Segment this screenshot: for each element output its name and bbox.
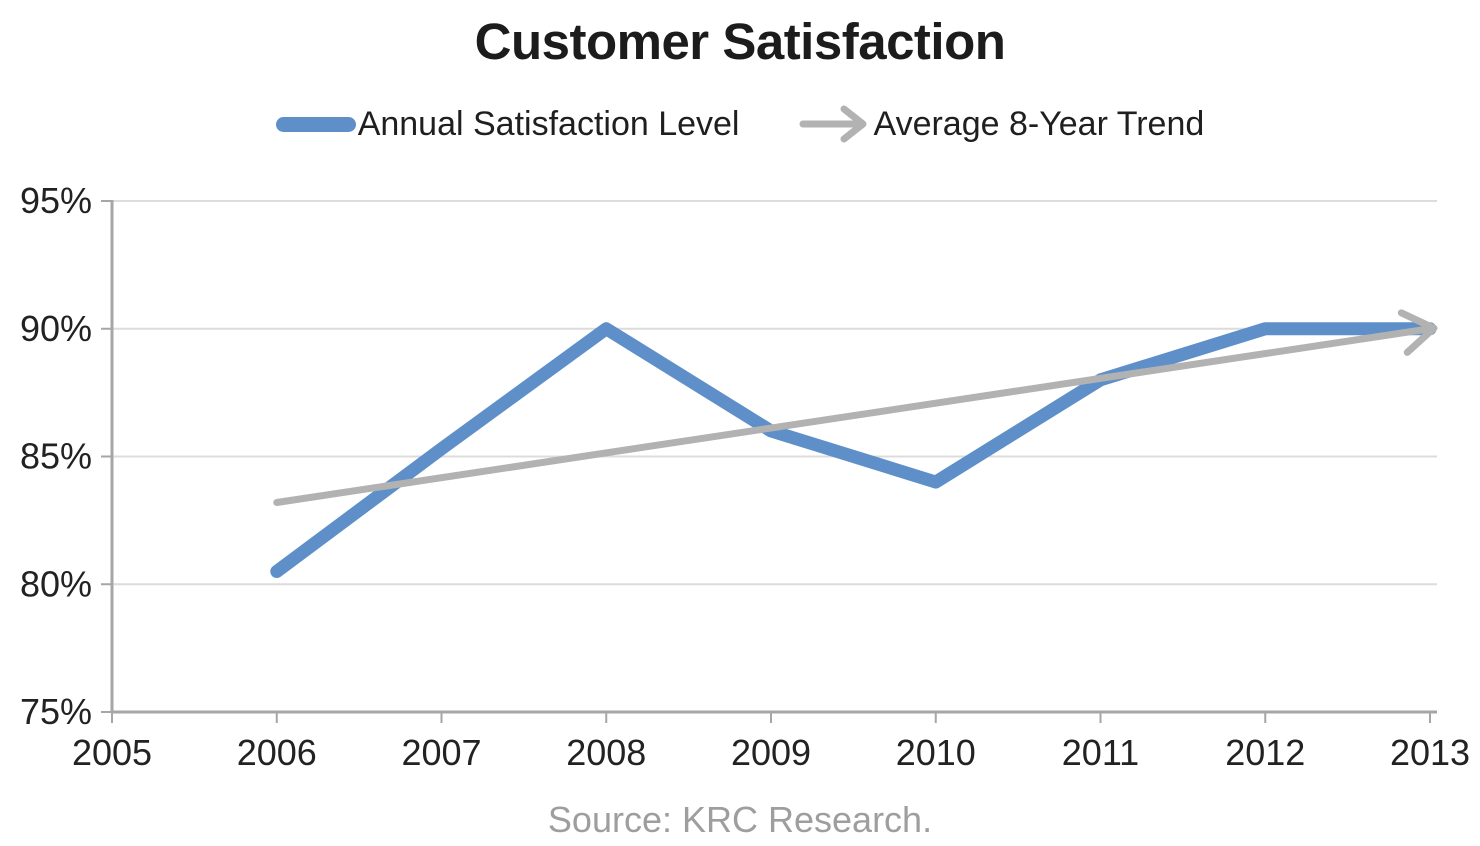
x-axis-label-2013: 2013	[1390, 732, 1470, 773]
x-axis-label-2011: 2011	[1062, 732, 1139, 773]
legend-item-trend: Average 8-Year Trend	[798, 102, 1205, 146]
x-axis-label-2008: 2008	[566, 732, 646, 773]
x-axis-label-2006: 2006	[237, 732, 317, 773]
x-axis-label-2012: 2012	[1225, 732, 1305, 773]
legend: Annual Satisfaction Level Average 8-Year…	[0, 100, 1480, 148]
y-axis-label-95: 95%	[20, 180, 92, 221]
legend-label-annual: Annual Satisfaction Level	[357, 104, 740, 143]
series-line-average-8-year-trend	[273, 325, 1434, 506]
satisfaction-line-chart: 95% 90% 85% 80% 75%2005 2006 2007 2008 2009 2010 2…	[20, 180, 1470, 773]
series-line-annual-satisfaction-level	[270, 322, 1437, 578]
annual-line-marker	[275, 116, 356, 132]
y-axis-label-90: 90%	[20, 308, 92, 349]
trend-arrow-icon	[799, 105, 866, 143]
chart-title: Customer Satisfaction	[474, 13, 1006, 70]
x-axis-label-2007: 2007	[401, 732, 481, 773]
x-axis-label-2010: 2010	[896, 732, 976, 773]
y-axis-label-80: 80%	[20, 563, 92, 604]
source-citation: Source: KRC Research.	[547, 799, 933, 840]
legend-label-trend: Average 8-Year Trend	[873, 104, 1205, 143]
trend-arrowhead	[1397, 309, 1438, 356]
y-axis-label-85: 85%	[20, 436, 92, 477]
x-axis-label-2009: 2009	[731, 732, 811, 773]
y-axis-label-75: 75%	[20, 691, 92, 732]
x-axis-label-2005: 2005	[72, 732, 152, 773]
legend-item-annual-satisfaction: Annual Satisfaction Level	[275, 104, 740, 144]
